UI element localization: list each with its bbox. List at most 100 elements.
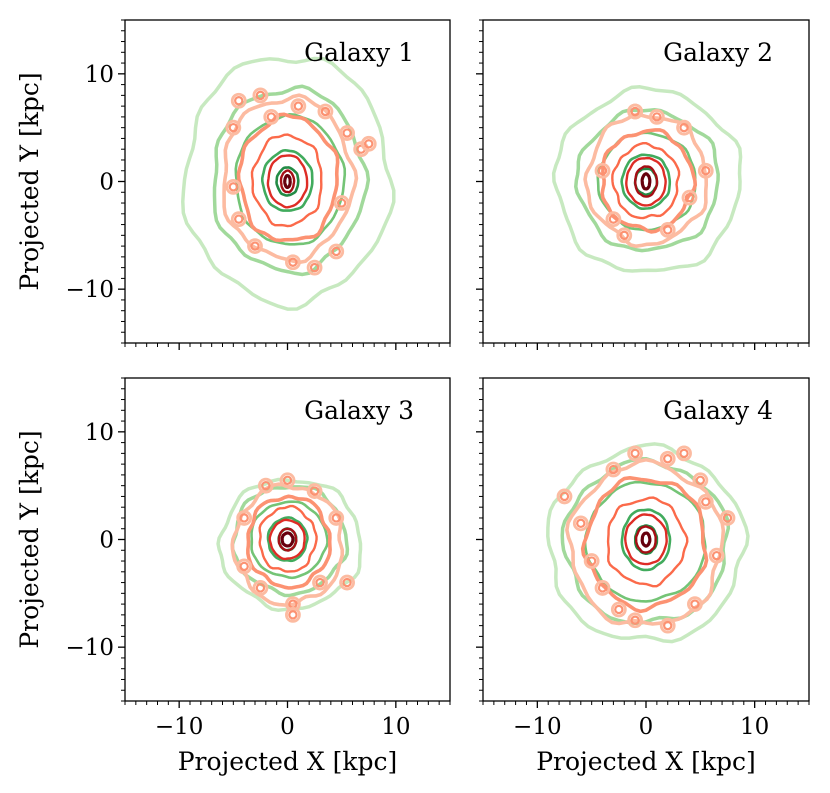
green-contour-level-4 bbox=[620, 508, 672, 572]
clump-marker bbox=[676, 445, 692, 462]
clump-marker bbox=[627, 445, 644, 462]
ticks bbox=[118, 377, 451, 708]
green-contour-level-3 bbox=[250, 500, 329, 580]
ticks bbox=[476, 19, 810, 350]
contour-layer bbox=[551, 85, 743, 273]
x-axis-label: Projected X [kpc] bbox=[536, 747, 756, 776]
x-tick-label: −10 bbox=[513, 714, 562, 740]
y-tick-label: −10 bbox=[65, 635, 114, 661]
red-contour-level-4 bbox=[268, 518, 306, 561]
clump-marker bbox=[279, 472, 296, 489]
red-contour-level-4 bbox=[625, 156, 667, 207]
y-tick-label: 10 bbox=[85, 420, 114, 446]
green-contour-level-1 bbox=[181, 56, 396, 311]
red-contour-level-1 bbox=[565, 457, 726, 626]
panel-title: Galaxy 4 bbox=[663, 396, 773, 425]
x-tick-label: 0 bbox=[639, 714, 654, 740]
panel-galaxy-4: −10 0 10 Galaxy 4 Projected X [kpc] bbox=[476, 377, 810, 776]
clump-marker bbox=[236, 558, 253, 575]
clump-marker bbox=[572, 515, 589, 532]
clump-marker bbox=[605, 461, 622, 478]
red-contour-level-5 bbox=[634, 525, 657, 554]
red-contour-level-3 bbox=[258, 504, 318, 573]
x-tick-label: 0 bbox=[280, 714, 295, 740]
clump-marker bbox=[285, 254, 301, 271]
clump-marker bbox=[594, 580, 611, 596]
axes-frame bbox=[124, 19, 451, 344]
axes-frame bbox=[482, 377, 810, 702]
clump-marker bbox=[616, 227, 633, 244]
clump-marker bbox=[681, 189, 698, 206]
axes-frame bbox=[482, 19, 810, 344]
clump-marker bbox=[252, 87, 269, 104]
red-contour-level-2 bbox=[236, 112, 340, 243]
contour-layer bbox=[181, 56, 396, 311]
clump-marker bbox=[605, 211, 622, 228]
clump-marker bbox=[225, 119, 242, 136]
red-contour-level-6 bbox=[640, 531, 652, 548]
y-axis-label: Projected Y [kpc] bbox=[15, 430, 44, 648]
clump-marker bbox=[692, 472, 709, 489]
green-contour-level-1 bbox=[551, 85, 743, 273]
green-contour-level-4 bbox=[260, 148, 314, 212]
clump-marker bbox=[687, 596, 703, 612]
y-tick-label: −10 bbox=[65, 277, 114, 303]
panel-galaxy-3: −10 −10 0 0 10 10 Galaxy 3 Projected X [kpc] Pro… bbox=[15, 377, 451, 776]
clump-marker bbox=[659, 450, 676, 467]
axes-frame bbox=[124, 377, 451, 702]
green-contour-level-2 bbox=[212, 84, 371, 277]
red-contour-level-3 bbox=[606, 496, 689, 588]
clump-marker bbox=[594, 162, 611, 179]
clump-marker bbox=[556, 488, 573, 505]
y-tick-label: 10 bbox=[85, 62, 114, 88]
clump-marker bbox=[306, 259, 323, 276]
panel-title: Galaxy 2 bbox=[663, 38, 773, 67]
panel-title: Galaxy 1 bbox=[304, 38, 414, 67]
red-contour-level-4 bbox=[266, 154, 309, 209]
green-contour-level-1 bbox=[216, 477, 363, 612]
clump-marker bbox=[333, 195, 350, 211]
clump-marker bbox=[339, 125, 355, 141]
clump-marker bbox=[263, 109, 280, 125]
clump-marker bbox=[230, 211, 247, 228]
red-contour-level-3 bbox=[250, 133, 323, 228]
clump-marker bbox=[648, 109, 665, 125]
clump-marker bbox=[708, 547, 725, 564]
green-contour-level-4 bbox=[620, 153, 672, 210]
green-contour-level-1 bbox=[546, 442, 750, 644]
clump-marker bbox=[627, 103, 644, 120]
clump-marker bbox=[360, 135, 377, 152]
clump-marker bbox=[285, 606, 301, 623]
green-contour-level-4 bbox=[266, 516, 309, 563]
red-contour-level-5 bbox=[633, 165, 659, 198]
clump-marker bbox=[697, 162, 714, 179]
x-tick-label: 10 bbox=[740, 714, 769, 740]
panels-group: −10 0 10 Galaxy 1 Projected Y [kpc] Galaxy 2 −… bbox=[15, 19, 810, 776]
red-contour-level-6 bbox=[283, 173, 292, 190]
red-contour-level-2 bbox=[246, 494, 332, 590]
contour-layer bbox=[546, 442, 750, 644]
x-tick-label: −10 bbox=[155, 714, 204, 740]
clump-marker bbox=[236, 510, 253, 526]
clump-marker bbox=[627, 612, 644, 629]
green-contour-level-5 bbox=[275, 166, 300, 197]
clump-marker bbox=[225, 178, 242, 195]
red-contour-level-5 bbox=[277, 527, 298, 552]
y-axis-label: Projected Y [kpc] bbox=[15, 72, 44, 290]
red-contour-level-6 bbox=[280, 531, 295, 548]
x-tick-label: 10 bbox=[381, 714, 410, 740]
contour-layer bbox=[216, 472, 363, 623]
y-tick-label: 0 bbox=[99, 170, 114, 196]
x-axis-label: Projected X [kpc] bbox=[178, 747, 398, 776]
clump-marker bbox=[610, 601, 627, 618]
clump-marker bbox=[583, 553, 600, 569]
red-contour-level-3 bbox=[611, 141, 681, 220]
clump-marker bbox=[719, 510, 736, 526]
panel-title: Galaxy 3 bbox=[304, 396, 414, 425]
clump-marker bbox=[290, 98, 307, 115]
clump-marker bbox=[257, 477, 274, 494]
clump-marker bbox=[659, 617, 676, 634]
red-contour-level-1 bbox=[583, 113, 709, 249]
clump-marker bbox=[328, 510, 345, 526]
